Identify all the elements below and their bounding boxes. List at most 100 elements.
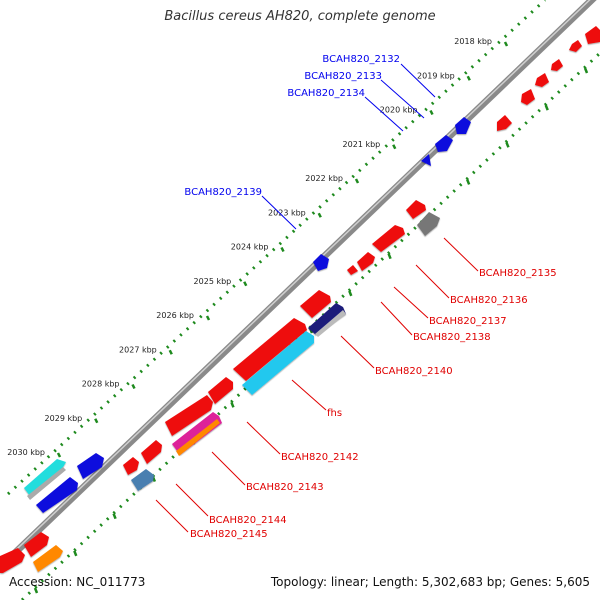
label-bcah820-2132[interactable]: BCAH820_2132 [322,54,400,65]
ruler-major-tick [112,513,117,520]
gene-labels: BCAH820_2132 BCAH820_2133 BCAH820_2134 B… [184,54,556,540]
gene-bcah820-2140[interactable] [308,303,346,335]
gene-bcah820-2145[interactable] [33,545,63,572]
label-bcah820-2140[interactable]: BCAH820_2140 [375,366,453,377]
gene-top-red-2[interactable] [569,40,582,52]
ruler-major-tick [280,246,285,253]
ruler-major-tick [354,178,360,184]
ruler-label: 2029 kbp [45,414,83,423]
genome-backbone-highlight [0,0,591,567]
leader-bcah820-2136 [415,264,450,299]
label-bcah820-2136[interactable]: BCAH820_2136 [450,295,528,306]
reverse-strand-genes [33,26,600,572]
label-bcah820-2133[interactable]: BCAH820_2133 [304,71,382,82]
ruler-major-tick [205,315,211,321]
leader-bcah820-2145 [155,499,189,533]
ruler-label: 2018 kbp [454,37,492,46]
ruler-major-tick [33,587,39,594]
ruler-major-tick [387,253,392,260]
topology-info: Topology: linear; Length: 5,302,683 bp; … [270,575,590,589]
label-bcah820-2142[interactable]: BCAH820_2142 [281,452,359,463]
gene-bcah820-2138b[interactable] [347,265,358,275]
gene-bcah820-2142[interactable] [172,412,222,455]
label-bcah820-2135[interactable]: BCAH820_2135 [479,268,557,279]
leader-bcah820-2135 [443,237,479,272]
leader-bcah820-2139 [261,195,297,230]
gene-bcah820-2135[interactable] [417,212,440,236]
label-bcah820-2145[interactable]: BCAH820_2145 [190,529,268,540]
label-bcah820-2144[interactable]: BCAH820_2144 [209,515,287,526]
ruler-label: 2024 kbp [231,243,269,252]
gene-forward-aqua[interactable] [24,459,66,496]
label-bcah820-2139[interactable]: BCAH820_2139 [184,187,262,198]
ruler-label: 2021 kbp [343,140,381,149]
gene-top-red-4[interactable] [535,73,549,87]
ruler-major-tick [131,383,136,390]
gene-bcah820-2144[interactable] [131,469,154,491]
gene-bcah820-2136[interactable] [406,200,426,219]
gene-bcah820-2142-stripe [176,419,220,456]
gene-fhs[interactable] [242,331,314,395]
label-fhs[interactable]: fhs [327,408,342,419]
ruler-major-tick [243,281,248,287]
gene-forward-red-3[interactable] [208,377,233,404]
leader-bcah820-2140 [340,335,375,369]
ruler-major-tick [73,550,78,557]
gene-bcah820-2138a[interactable] [357,252,375,271]
ruler-major-tick [392,144,397,150]
gene-forward-blue-5[interactable] [77,453,104,479]
leader-bcah820-2133 [380,79,425,119]
genome-backbone [0,0,597,573]
gene-forward-red-2[interactable] [233,318,307,381]
ruler-major-tick [544,104,549,111]
ruler-label: 2023 kbp [268,208,306,217]
label-bcah820-2143[interactable]: BCAH820_2143 [246,482,324,493]
ruler-label: 2022 kbp [305,174,343,183]
accession-label: Accession: NC_011773 [9,575,146,589]
ruler-major-tick [56,452,62,458]
gene-forward-red-8[interactable] [0,548,25,573]
gene-bcah820-2133[interactable] [435,135,453,152]
label-bcah820-2134[interactable]: BCAH820_2134 [287,88,365,99]
gene-top-red-6[interactable] [497,115,512,131]
ruler-major-tick [465,178,471,185]
ruler-label: 2028 kbp [82,380,120,389]
gene-top-red-3[interactable] [551,59,563,71]
ruler-label: 2020 kbp [380,106,418,115]
gene-bcah820-2137[interactable] [372,225,405,252]
ruler-major-tick [348,290,353,297]
label-bcah820-2138[interactable]: BCAH820_2138 [413,332,491,343]
ruler-ticks-upper [56,41,509,458]
leader-bcah820-2144 [175,483,209,517]
ruler-label: 2027 kbp [119,345,157,354]
leader-bcah820-2134 [364,96,404,132]
gene-forward-blue-6[interactable] [36,477,78,513]
ruler-major-tick [466,75,471,81]
ruler-label: 2030 kbp [7,448,45,457]
ruler-major-tick [505,141,510,148]
gene-forward-aqua-stripe [27,467,66,500]
gene-forward-red-5[interactable] [141,440,162,464]
leader-bcah820-2132 [400,63,436,98]
gene-forward-red-1[interactable] [300,290,331,318]
gene-top-red-5[interactable] [521,89,535,105]
gene-bcah820-2132[interactable] [455,117,471,134]
label-bcah820-2137[interactable]: BCAH820_2137 [429,316,507,327]
leader-bcah820-2142 [246,421,281,455]
gene-bcah820-2139[interactable] [313,254,329,271]
ruler-major-tick [94,418,99,424]
ruler-major-tick [168,349,173,355]
gene-top-red-1[interactable] [585,26,600,44]
gene-forward-red-4[interactable] [165,395,213,436]
gene-bcah820-2134[interactable] [421,154,431,166]
gene-forward-red-6[interactable] [123,457,139,475]
ruler-labels: 2018 kbp 2019 kbp 2020 kbp 2021 kbp 2022 kbp… [7,37,492,457]
ruler-major-tick [503,41,509,47]
ruler-label: 2026 kbp [156,311,194,320]
ruler-line-upper [6,0,547,496]
leader-bcah820-2138 [380,301,413,336]
map-title: Bacillus cereus AH820, complete genome [164,9,436,24]
gene-forward-red-7[interactable] [24,532,49,557]
leader-bcah820-2143 [211,451,246,486]
